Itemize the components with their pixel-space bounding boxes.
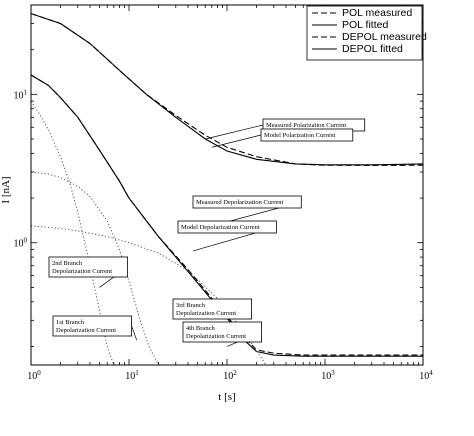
annotation-text: 2nd Branch [52, 260, 83, 267]
y-tick-label-exponent: 0 [24, 237, 28, 245]
annotation-text: Measured Polarization Current [266, 122, 346, 129]
annotation-box [182, 321, 262, 343]
annotation-text: 4th Branch [186, 325, 215, 332]
legend-box [306, 5, 423, 61]
x-tick-label-base: 10 [321, 371, 331, 382]
y-tick-label-base: 10 [14, 239, 24, 250]
annotation-leader [131, 325, 138, 341]
x-tick-label: 100 [27, 369, 41, 382]
annotation-callout: Model Polarization Current [211, 128, 354, 148]
x-tick-label-exponent: 4 [429, 369, 433, 377]
annotation-text: 1st Branch [56, 319, 85, 326]
y-tick-label-exponent: 1 [24, 88, 28, 96]
x-tick-label: 104 [419, 369, 433, 382]
x-tick-label-base: 10 [223, 371, 233, 382]
series-depol-fitted [31, 74, 423, 357]
annotation-box [260, 128, 354, 142]
annotation-text: Model Depolarization Current [181, 224, 260, 231]
annotation-leader [211, 134, 262, 148]
annotation-box [177, 220, 277, 234]
annotation-text: Depolarization Current [52, 268, 112, 275]
legend-entry: DEPOL fitted [342, 43, 403, 55]
x-tick-label-exponent: 0 [37, 369, 41, 377]
y-tick-label: 101 [14, 88, 28, 101]
annotation-text: 3rd Branch [176, 302, 206, 309]
annotation-box [48, 256, 128, 278]
legend-entry: DEPOL measured [342, 31, 427, 43]
branch-curve-2 [31, 171, 159, 365]
legend-entry: POL measured [342, 7, 412, 19]
x-tick-label: 103 [321, 369, 335, 382]
annotation-text: Depolarization Current [56, 327, 116, 334]
annotation-box [52, 315, 132, 337]
annotation-text: Depolarization Current [186, 333, 246, 340]
x-axis-label: t [s] [218, 391, 235, 403]
annotation-leader [205, 124, 264, 140]
branch-curve-3 [31, 100, 115, 365]
x-tick-label: 102 [223, 369, 237, 382]
annotation-box [192, 195, 302, 209]
legend-entry: POL fitted [342, 19, 388, 31]
annotation-text: Model Polarization Current [264, 132, 336, 139]
x-tick-label-base: 10 [419, 371, 429, 382]
x-tick-label-exponent: 2 [233, 369, 237, 377]
y-tick-label: 100 [14, 237, 28, 250]
annotation-text: Measured Depolarization Current [196, 199, 284, 206]
annotation-callout: Model Depolarization Current [177, 220, 277, 252]
annotation-layer: Measured Polarization Current Model Polar… [48, 118, 366, 347]
x-tick-label-base: 10 [27, 371, 37, 382]
branch-curve-1 [31, 225, 267, 365]
y-tick-label-base: 10 [14, 90, 24, 101]
x-tick-label-exponent: 3 [331, 369, 335, 377]
annotation-box [172, 298, 252, 320]
x-tick-label-exponent: 1 [135, 369, 139, 377]
annotation-text: Depolarization Current [176, 310, 236, 317]
x-tick-label: 101 [125, 369, 139, 382]
y-axis-label: I [nA] [0, 176, 12, 203]
x-tick-label-base: 10 [125, 371, 135, 382]
